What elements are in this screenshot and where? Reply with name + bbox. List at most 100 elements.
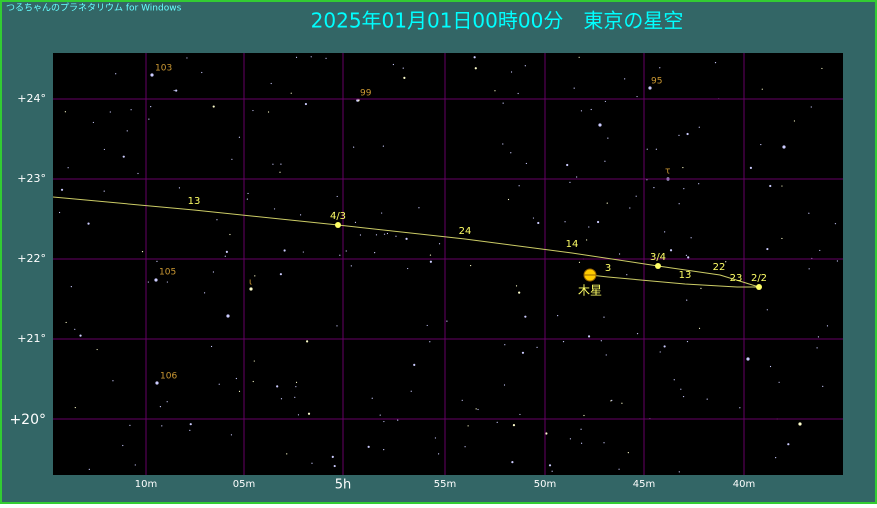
star xyxy=(112,380,114,382)
star xyxy=(475,408,477,410)
star xyxy=(760,143,762,146)
star xyxy=(524,65,526,67)
star xyxy=(621,402,623,404)
star xyxy=(155,381,159,385)
star xyxy=(686,299,688,301)
ra-label: 40m xyxy=(733,479,755,490)
star xyxy=(778,381,780,383)
star xyxy=(175,89,178,92)
star xyxy=(646,148,648,150)
star xyxy=(834,223,837,225)
star xyxy=(356,99,359,102)
star xyxy=(781,237,783,240)
star xyxy=(606,202,608,204)
star xyxy=(148,118,150,120)
star xyxy=(235,377,237,380)
star xyxy=(311,462,313,464)
star xyxy=(569,438,572,440)
star xyxy=(576,176,578,178)
date-label: 24 xyxy=(459,226,472,237)
star xyxy=(536,346,538,348)
star xyxy=(603,442,605,444)
star xyxy=(333,464,336,468)
star xyxy=(532,217,535,219)
star xyxy=(749,166,753,169)
star xyxy=(367,445,370,448)
star xyxy=(569,181,571,184)
star xyxy=(573,87,575,89)
star xyxy=(566,163,569,167)
star xyxy=(267,111,270,113)
star-label: ι xyxy=(249,278,252,288)
star xyxy=(134,464,136,466)
star xyxy=(402,67,404,69)
star xyxy=(464,446,466,448)
star xyxy=(212,271,215,273)
star xyxy=(587,335,591,338)
star xyxy=(336,195,338,198)
date-label: 13 xyxy=(679,270,692,281)
star xyxy=(429,260,432,263)
star xyxy=(383,420,385,423)
star xyxy=(769,184,772,188)
star xyxy=(295,381,298,383)
star xyxy=(96,348,98,351)
star-label: 106 xyxy=(160,372,177,382)
star xyxy=(607,137,609,139)
star xyxy=(629,207,631,209)
star xyxy=(137,172,139,175)
star xyxy=(212,105,215,108)
star xyxy=(410,390,412,392)
star xyxy=(636,333,639,335)
star xyxy=(272,163,274,165)
star xyxy=(216,219,218,221)
path-marker xyxy=(335,222,341,228)
star xyxy=(438,243,441,245)
star xyxy=(354,221,357,223)
star xyxy=(103,148,105,151)
star xyxy=(339,254,341,256)
star xyxy=(371,397,373,399)
star xyxy=(739,407,741,409)
star xyxy=(238,136,241,138)
star xyxy=(392,63,394,66)
star xyxy=(586,239,588,241)
star xyxy=(687,256,690,259)
star xyxy=(766,309,768,311)
star xyxy=(673,379,675,381)
ra-label: 50m xyxy=(534,479,556,490)
star xyxy=(588,226,590,228)
star xyxy=(769,365,772,368)
star xyxy=(224,255,226,257)
star xyxy=(519,413,521,416)
star xyxy=(252,109,254,112)
star xyxy=(678,134,680,136)
star xyxy=(74,406,76,409)
star xyxy=(467,425,469,427)
star xyxy=(511,461,514,464)
star xyxy=(548,464,552,467)
star xyxy=(557,315,559,317)
star xyxy=(690,237,692,239)
star xyxy=(525,162,527,165)
star xyxy=(382,145,384,147)
star xyxy=(580,110,583,112)
star xyxy=(678,471,680,473)
star xyxy=(295,386,297,388)
star xyxy=(808,268,810,270)
star xyxy=(598,123,602,127)
star xyxy=(249,287,253,291)
star xyxy=(618,468,620,470)
star-label: 99 xyxy=(360,89,372,99)
star xyxy=(714,62,717,64)
star-label: 95 xyxy=(651,77,662,87)
star xyxy=(297,414,300,416)
star xyxy=(306,340,309,343)
date-label: 3/4 xyxy=(650,252,666,263)
star xyxy=(429,254,432,256)
star xyxy=(238,390,241,392)
star xyxy=(685,254,687,256)
star-label: 103 xyxy=(155,64,172,74)
star xyxy=(434,437,437,439)
